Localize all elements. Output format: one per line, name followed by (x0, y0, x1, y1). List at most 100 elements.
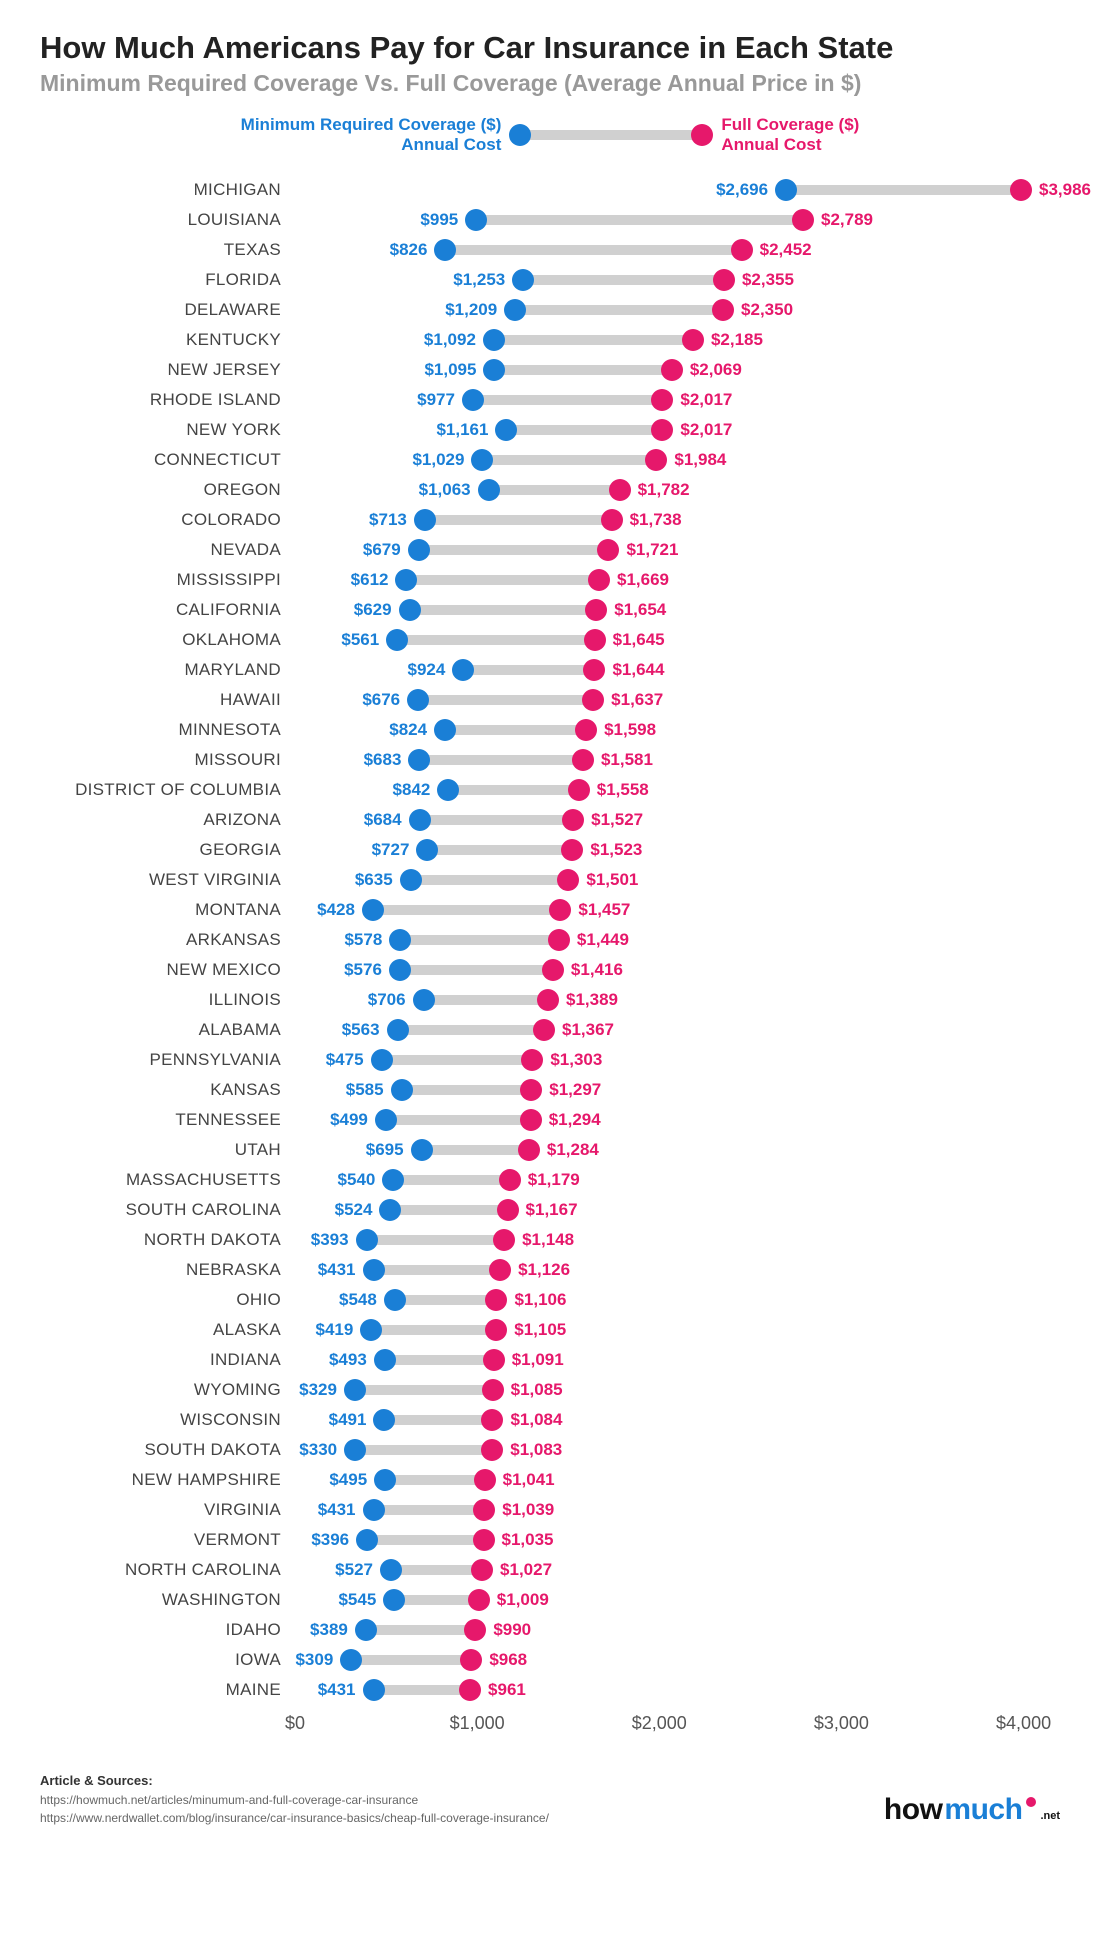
state-label: WYOMING (40, 1380, 295, 1400)
min-value-label: $495 (329, 1470, 367, 1490)
row-plot: $419$1,105 (295, 1315, 1060, 1345)
legend-full-line1: Full Coverage ($) (721, 115, 859, 135)
min-dot (379, 1199, 401, 1221)
full-value-label: $1,284 (547, 1140, 599, 1160)
min-dot (395, 569, 417, 591)
full-dot (731, 239, 753, 261)
state-label: ARIZONA (40, 810, 295, 830)
min-dot (483, 329, 505, 351)
full-dot (645, 449, 667, 471)
state-label: FLORIDA (40, 270, 295, 290)
connector-bar (400, 935, 559, 945)
connector-bar (386, 1115, 531, 1125)
row-plot: $527$1,027 (295, 1555, 1060, 1585)
connector-bar (385, 1475, 484, 1485)
full-value-label: $1,721 (626, 540, 678, 560)
min-dot (355, 1619, 377, 1641)
min-value-label: $329 (299, 1380, 337, 1400)
full-value-label: $1,039 (502, 1500, 554, 1520)
min-value-label: $431 (318, 1680, 356, 1700)
full-value-label: $1,091 (512, 1350, 564, 1370)
state-label: TEXAS (40, 240, 295, 260)
full-value-label: $2,355 (742, 270, 794, 290)
x-axis-ticks: $0$1,000$2,000$3,000$4,000 (295, 1713, 1060, 1743)
chart-row: LOUISIANA$995$2,789 (40, 205, 1060, 235)
min-dot (360, 1319, 382, 1341)
full-value-label: $1,106 (514, 1290, 566, 1310)
connector-bar (419, 545, 609, 555)
chart-row: MARYLAND$924$1,644 (40, 655, 1060, 685)
full-dot (473, 1499, 495, 1521)
row-plot: $713$1,738 (295, 505, 1060, 535)
min-dot (495, 419, 517, 441)
row-plot: $548$1,106 (295, 1285, 1060, 1315)
x-tick: $3,000 (814, 1713, 869, 1734)
row-plot: $585$1,297 (295, 1075, 1060, 1105)
row-plot: $499$1,294 (295, 1105, 1060, 1135)
row-plot: $431$1,126 (295, 1255, 1060, 1285)
state-label: KENTUCKY (40, 330, 295, 350)
full-dot (518, 1139, 540, 1161)
full-dot (682, 329, 704, 351)
source-link-1: https://howmuch.net/articles/minumum-and… (40, 1791, 549, 1809)
full-dot (712, 299, 734, 321)
min-dot (344, 1439, 366, 1461)
min-value-label: $493 (329, 1350, 367, 1370)
min-dot (356, 1229, 378, 1251)
min-dot (437, 779, 459, 801)
legend-dot-min (509, 124, 531, 146)
full-dot (493, 1229, 515, 1251)
state-label: IDAHO (40, 1620, 295, 1640)
min-dot (383, 1589, 405, 1611)
min-value-label: $679 (363, 540, 401, 560)
connector-bar (385, 1355, 494, 1365)
connector-bar (411, 875, 569, 885)
row-plot: $684$1,527 (295, 805, 1060, 835)
connector-bar (374, 1685, 471, 1695)
full-dot (520, 1079, 542, 1101)
connector-bar (425, 515, 612, 525)
min-dot (407, 689, 429, 711)
chart-row: OREGON$1,063$1,782 (40, 475, 1060, 505)
full-value-label: $1,303 (550, 1050, 602, 1070)
full-value-label: $1,179 (528, 1170, 580, 1190)
min-dot (374, 1349, 396, 1371)
min-value-label: $545 (338, 1590, 376, 1610)
legend-full: Full Coverage ($) Annual Cost (721, 115, 859, 155)
connector-bar (418, 695, 593, 705)
logo-much: much (944, 1793, 1022, 1827)
chart-title: How Much Americans Pay for Car Insurance… (40, 30, 1060, 66)
state-label: NEW MEXICO (40, 960, 295, 980)
connector-bar (473, 395, 662, 405)
row-plot: $1,253$2,355 (295, 265, 1060, 295)
connector-bar (373, 905, 560, 915)
state-label: MAINE (40, 1680, 295, 1700)
min-value-label: $1,161 (436, 420, 488, 440)
full-dot (582, 689, 604, 711)
connector-bar (476, 215, 803, 225)
min-value-label: $524 (335, 1200, 373, 1220)
min-value-label: $491 (329, 1410, 367, 1430)
state-label: NEW YORK (40, 420, 295, 440)
chart-row: TENNESSEE$499$1,294 (40, 1105, 1060, 1135)
min-dot (462, 389, 484, 411)
chart-row: WYOMING$329$1,085 (40, 1375, 1060, 1405)
full-value-label: $1,457 (578, 900, 630, 920)
connector-bar (355, 1385, 493, 1395)
connector-bar (482, 455, 656, 465)
min-dot (371, 1049, 393, 1071)
min-value-label: $695 (366, 1140, 404, 1160)
full-dot (713, 269, 735, 291)
chart-row: ARIZONA$684$1,527 (40, 805, 1060, 835)
connector-bar (382, 1055, 533, 1065)
chart-row: NEW JERSEY$1,095$2,069 (40, 355, 1060, 385)
min-value-label: $330 (299, 1440, 337, 1460)
sources-block: Article & Sources: https://howmuch.net/a… (40, 1771, 549, 1827)
min-value-label: $824 (389, 720, 427, 740)
state-label: NORTH CAROLINA (40, 1560, 295, 1580)
min-dot (434, 239, 456, 261)
state-label: KANSAS (40, 1080, 295, 1100)
full-value-label: $1,782 (638, 480, 690, 500)
row-plot: $561$1,645 (295, 625, 1060, 655)
chart-row: CONNECTICUT$1,029$1,984 (40, 445, 1060, 475)
